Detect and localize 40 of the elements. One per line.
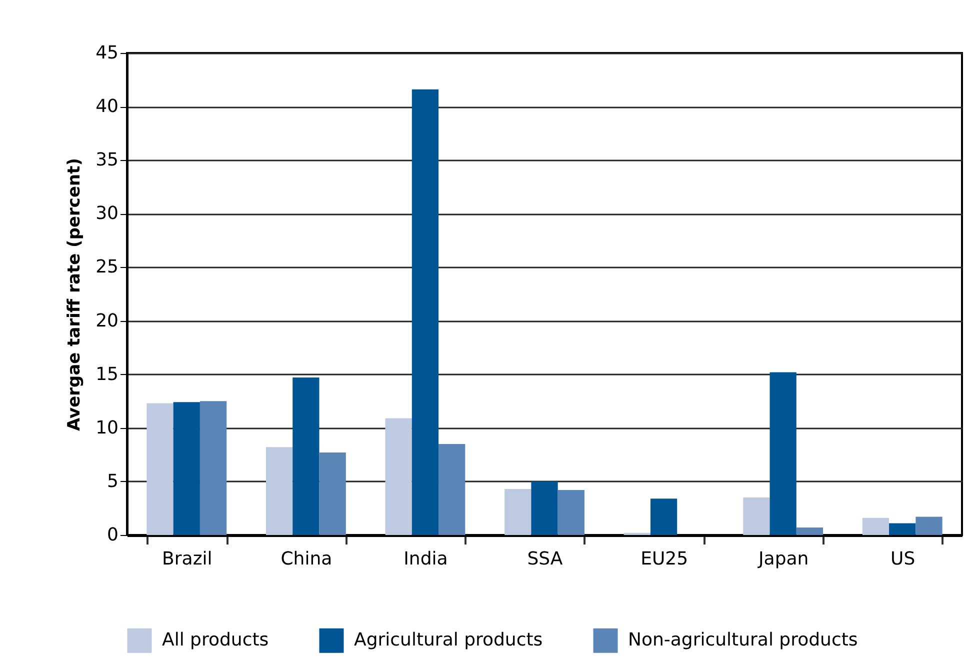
- bar: [292, 378, 320, 535]
- bar: [743, 498, 770, 535]
- y-tick-label: 15: [96, 364, 118, 385]
- x-tick-label: China: [280, 548, 332, 570]
- bar: [173, 402, 200, 535]
- bar: [266, 447, 293, 535]
- y-tick-label: 25: [96, 256, 118, 278]
- y-tick-label: 0: [107, 524, 118, 546]
- x-tick-label: EU25: [640, 548, 688, 570]
- x-tick-label: US: [890, 548, 916, 570]
- y-tick-label: 35: [96, 150, 118, 171]
- bar: [412, 89, 439, 535]
- bar: [438, 444, 466, 535]
- bar: [146, 403, 174, 535]
- bar: [770, 372, 796, 535]
- y-axis-title: Avergae tariff rate (percent): [64, 158, 85, 432]
- bar: [200, 401, 227, 535]
- y-tick-label: 10: [96, 417, 118, 438]
- y-tick-label: 40: [96, 96, 118, 118]
- bar: [504, 488, 532, 535]
- bar: [650, 498, 678, 535]
- legend-label: Agricultural products: [354, 630, 543, 651]
- bar: [558, 490, 584, 535]
- x-tick-label: Brazil: [162, 548, 212, 570]
- x-tick-label: Japan: [757, 548, 809, 570]
- bar: [385, 418, 412, 535]
- bar: [531, 481, 558, 535]
- legend-label: All products: [162, 630, 269, 651]
- y-tick-label: 5: [107, 470, 118, 492]
- y-tick-label: 20: [96, 310, 118, 332]
- y-tick-label: 30: [96, 203, 118, 224]
- bar: [889, 523, 916, 535]
- legend-label: Non-agricultural products: [628, 630, 858, 651]
- y-tick-label: 45: [96, 42, 118, 64]
- bar: [862, 518, 890, 535]
- bar: [319, 452, 346, 535]
- x-tick-label: India: [404, 548, 448, 570]
- bar: [796, 528, 824, 535]
- bar: [916, 516, 942, 535]
- x-tick-label: SSA: [527, 548, 564, 570]
